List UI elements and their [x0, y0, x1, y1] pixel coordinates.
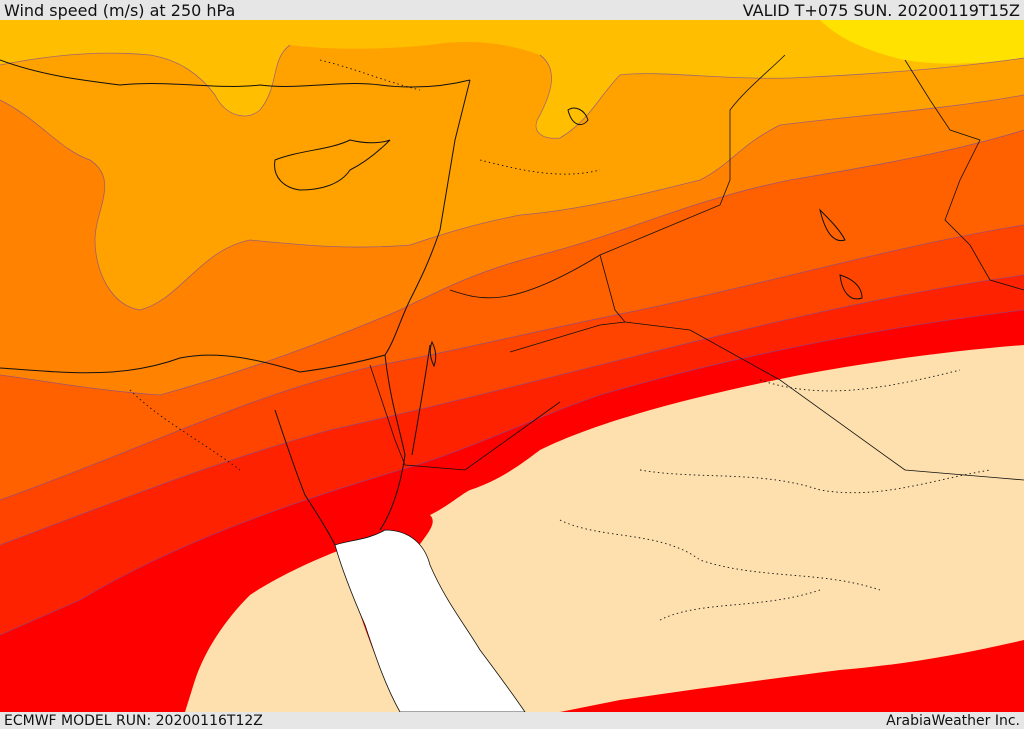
- valid-time: VALID T+075 SUN. 20200119T15Z: [742, 1, 1020, 20]
- low-wind-area-sudan: [185, 550, 400, 712]
- wind-speed-map: [0, 20, 1024, 712]
- coastlines: [0, 59, 863, 546]
- red-sea-mask: [334, 529, 526, 712]
- contour-lines: [0, 44, 1024, 636]
- map-title: Wind speed (m/s) at 250 hPa: [4, 1, 236, 20]
- band-gold: [0, 20, 1024, 139]
- model-run-label: ECMWF MODEL RUN: 20200116T12Z: [4, 713, 263, 729]
- regional-boundaries: [129, 59, 991, 621]
- band-yellow: [820, 20, 1024, 64]
- footer-bar: ECMWF MODEL RUN: 20200116T12Z ArabiaWeat…: [0, 712, 1024, 729]
- header-bar: Wind speed (m/s) at 250 hPa VALID T+075 …: [0, 0, 1024, 20]
- low-wind-area-arabia: [410, 345, 1024, 712]
- wind-speed-map-canvas: [0, 20, 1024, 712]
- credit-label: ArabiaWeather Inc.: [886, 713, 1020, 729]
- country-borders: [369, 54, 1024, 481]
